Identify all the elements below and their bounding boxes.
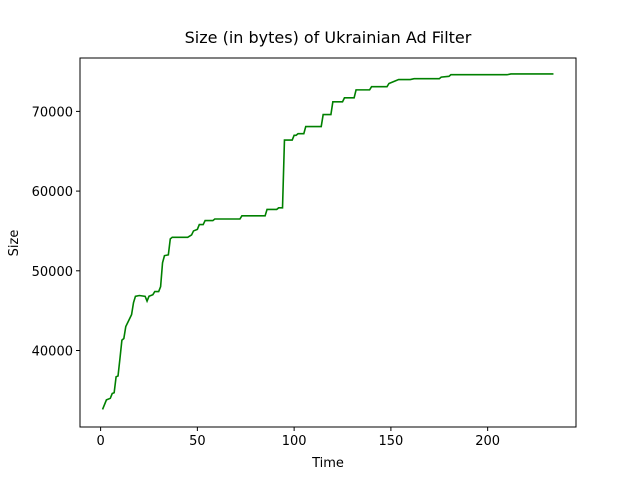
y-tick-label: 60000	[32, 185, 73, 200]
y-tick-label: 70000	[32, 105, 73, 120]
chart-title: Size (in bytes) of Ukrainian Ad Filter	[185, 28, 472, 47]
y-tick-label: 50000	[32, 265, 73, 280]
y-tick-label: 40000	[32, 344, 73, 359]
x-tick-label: 150	[378, 434, 403, 449]
y-axis-label: Size	[7, 230, 22, 257]
data-line	[101, 73, 554, 410]
x-tick-label: 200	[475, 434, 500, 449]
x-tick-label: 0	[96, 434, 104, 449]
x-axis-label: Time	[311, 456, 344, 471]
plot-frame	[79, 57, 577, 428]
x-tick-label: 50	[189, 434, 206, 449]
x-tick-label: 100	[282, 434, 307, 449]
